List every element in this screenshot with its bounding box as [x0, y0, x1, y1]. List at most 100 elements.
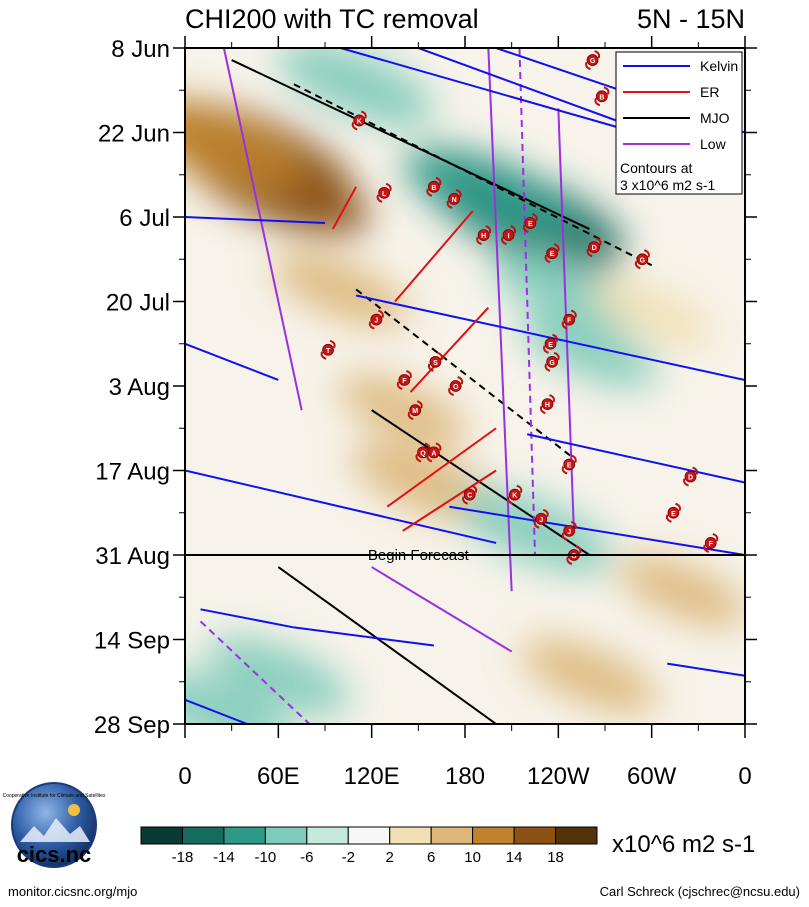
low-contour: [222, 48, 303, 411]
tc-dot: [704, 537, 717, 549]
tc-swirl: [446, 188, 462, 209]
tc-dot: [463, 488, 476, 501]
tc-dot: [546, 247, 559, 260]
tc-letter: K: [512, 493, 517, 500]
tc-dot: [636, 253, 649, 266]
y-tick-label: 3 Aug: [109, 374, 170, 401]
tc-swirl: [448, 376, 464, 396]
tc-letter: C: [467, 493, 472, 500]
tc-swirl: [566, 545, 582, 565]
mjo-contour: [293, 83, 653, 267]
anomaly-blob: [278, 48, 435, 127]
tc-marker: G: [634, 249, 650, 270]
tc-dot: [353, 114, 366, 127]
tc-letter: T: [326, 348, 331, 355]
tc-swirl: [368, 309, 384, 330]
tc-marker: B: [426, 176, 442, 197]
colorbar-swatch: [347, 826, 391, 845]
tc-swirl: [533, 508, 549, 529]
tc-marker: N: [446, 188, 462, 209]
colorbar-swatch: [472, 826, 515, 845]
tc-dot: [563, 313, 576, 326]
y-tick-label: 22 Jun: [98, 121, 170, 148]
legend-note-line2: 3 x10^6 m2 s-1: [620, 177, 715, 193]
logo-text: cics.nc: [17, 842, 92, 867]
anomaly-blob: [617, 555, 745, 627]
colorbar-label: 6: [427, 849, 435, 866]
anomaly-blob: [403, 146, 573, 239]
colorbar-swatch: [140, 826, 183, 845]
tc-swirl: [501, 225, 517, 246]
x-tick-label: 120W: [527, 763, 590, 790]
er-contour: [409, 306, 490, 393]
tc-swirl: [407, 400, 423, 421]
y-tick-label: 20 Jul: [106, 290, 170, 317]
tc-swirl: [561, 309, 577, 330]
tc-swirl: [585, 50, 601, 71]
x-tick-label: 60W: [627, 763, 677, 790]
tc-marker: J: [561, 520, 577, 541]
tc-swirl: [351, 110, 367, 131]
tc-swirl: [320, 339, 336, 360]
legend-label: Low: [700, 136, 727, 152]
tc-marker: F: [561, 309, 577, 330]
anomaly-blob: [206, 636, 350, 715]
x-tick-label: 120E: [344, 763, 400, 790]
tc-marker: J: [368, 309, 384, 330]
x-tick-label: 180: [445, 763, 485, 790]
kelvin-contour: [449, 505, 745, 556]
tc-dot: [524, 217, 537, 229]
tc-marker: H: [539, 394, 555, 415]
tc-letter: E: [528, 221, 533, 228]
kelvin-contour: [200, 608, 295, 629]
cicsnc-logo: Cooperative Institute for Climate and Sa…: [3, 782, 106, 868]
tc-letter: F: [567, 318, 572, 325]
tc-marker: M: [407, 400, 423, 421]
tc-letter: G: [571, 553, 577, 560]
tc-letter: G: [549, 360, 555, 367]
tc-marker: E: [665, 502, 681, 523]
tc-dot: [508, 488, 521, 501]
y-axis: 8 Jun 22 Jun 6 Jul 20 Jul 3 Aug 17 Aug 31 Aug 1…: [94, 36, 757, 739]
colorbar-swatch: [555, 826, 598, 845]
tc-dot: [398, 374, 411, 386]
tc-marker: B: [594, 86, 610, 107]
tc-marker: I: [501, 225, 517, 246]
mjo-contour: [371, 409, 590, 556]
er-contours: [331, 186, 497, 532]
kelvin-contour: [185, 216, 326, 225]
x-tick-label: 0: [178, 763, 191, 790]
tc-marker: T: [320, 339, 336, 360]
tc-dot: [595, 90, 608, 103]
tc-swirl: [522, 213, 538, 233]
tc-dot: [322, 343, 335, 356]
tc-letter: N: [452, 197, 457, 204]
anomaly-blob: [185, 98, 301, 191]
anomaly-blob: [272, 252, 409, 327]
tc-letter: D: [688, 475, 693, 482]
kelvin-contour: [185, 342, 279, 381]
tc-letter: K: [357, 118, 362, 125]
tc-swirl: [703, 532, 719, 553]
tc-letter: F: [709, 541, 714, 548]
mjo-contour: [277, 566, 497, 724]
tc-swirl: [586, 237, 602, 258]
tc-swirl: [426, 176, 442, 197]
tc-letter: S: [433, 360, 438, 367]
legend: Kelvin ER MJO Low Contours at 3 x10^6 m2 s-…: [615, 51, 743, 195]
y-tick-label: 17 Aug: [95, 459, 170, 486]
logo-sun: [68, 804, 80, 816]
tc-dot: [429, 355, 442, 368]
low-contour: [371, 566, 513, 653]
low-contours: [199, 48, 575, 724]
y-tick-label: 31 Aug: [95, 543, 170, 570]
low-contour: [518, 48, 536, 556]
anomaly-blob: [521, 638, 658, 713]
er-contour: [402, 469, 497, 532]
colorbar-swatch: [513, 826, 557, 845]
tc-letter: J: [567, 529, 571, 536]
tc-dot: [449, 380, 462, 392]
tc-letter: I: [508, 233, 510, 240]
legend-label: ER: [700, 84, 719, 100]
x-tick-label: 0: [738, 763, 751, 790]
